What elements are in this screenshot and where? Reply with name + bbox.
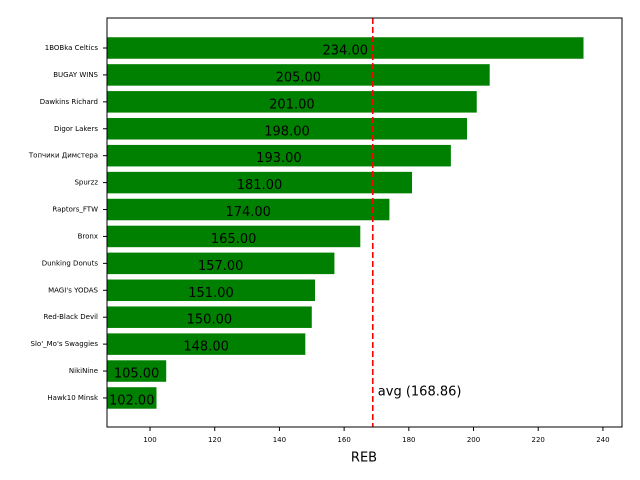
y-tick-label: Hawk10 Minsk — [47, 394, 99, 402]
bar — [107, 37, 584, 59]
value-label: 198.00 — [264, 124, 310, 139]
y-tick-label: Raptors_FTW — [52, 206, 98, 214]
bar — [107, 64, 490, 86]
value-label: 234.00 — [323, 44, 369, 59]
y-tick-label: Digor Lakers — [54, 125, 98, 133]
average-label: avg (168.86) — [378, 385, 462, 400]
x-tick-label: 240 — [596, 436, 609, 444]
value-label: 148.00 — [183, 340, 229, 355]
x-tick-label: 160 — [337, 436, 350, 444]
value-label: 150.00 — [187, 313, 233, 328]
x-tick-label: 120 — [208, 436, 221, 444]
x-tick-label: 140 — [273, 436, 286, 444]
x-axis-label: REB — [351, 451, 377, 466]
y-tick-label: NikiNine — [69, 367, 98, 375]
value-label: 201.00 — [269, 97, 315, 112]
value-label: 181.00 — [237, 178, 283, 193]
y-tick-label: Топчики Димстера — [28, 152, 98, 160]
y-tick-label: Dunking Donuts — [42, 259, 99, 267]
y-tick-label: Red-Black Devil — [44, 313, 99, 321]
y-tick-label: BUGAY WINS — [53, 71, 98, 79]
bar — [107, 91, 477, 113]
x-tick-label: 200 — [467, 436, 480, 444]
value-label: 105.00 — [114, 367, 160, 382]
value-label: 157.00 — [198, 259, 244, 274]
value-label: 193.00 — [256, 151, 302, 166]
y-tick-label: 1BOBka Celtics — [45, 44, 99, 52]
bar — [107, 252, 335, 275]
value-label: 165.00 — [211, 232, 257, 247]
y-tick-label: Slo'_Mo's Swaggies — [31, 340, 99, 348]
value-label: 205.00 — [276, 70, 322, 85]
x-tick-label: 100 — [143, 436, 156, 444]
value-label: 174.00 — [225, 205, 271, 220]
y-tick-label: MAGI's YODAS — [48, 286, 98, 294]
bar — [107, 306, 312, 328]
bar — [107, 118, 468, 140]
x-tick-label: 220 — [532, 436, 545, 444]
plot-frame — [106, 17, 623, 428]
bar — [107, 198, 390, 221]
bar — [107, 333, 306, 355]
y-tick-label: Spurzz — [74, 179, 98, 187]
bar — [107, 144, 451, 167]
bar — [107, 387, 157, 409]
y-tick-label: Bronx — [78, 232, 98, 240]
value-label: 151.00 — [188, 286, 234, 301]
x-tick-label: 180 — [402, 436, 415, 444]
bar — [107, 279, 316, 302]
y-tick-label: Dawkins Richard — [40, 98, 98, 106]
value-label: 102.00 — [109, 393, 155, 408]
bar — [107, 225, 361, 248]
bar — [107, 171, 413, 194]
bar — [107, 360, 167, 382]
